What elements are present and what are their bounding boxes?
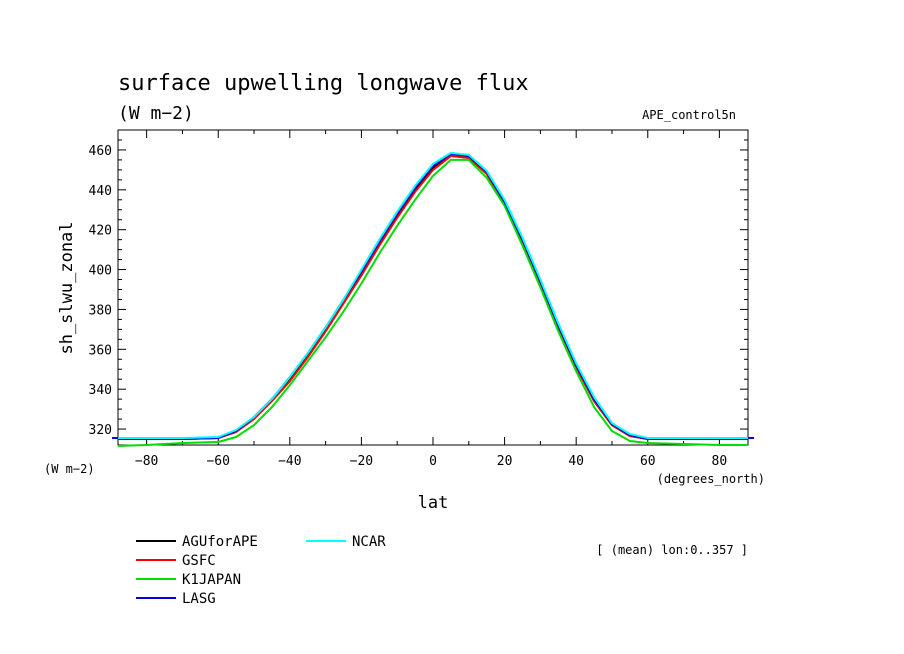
mean-annotation: [ (mean) lon:0..357 ] [596,543,748,557]
series-lines [112,151,754,447]
series-line-k1japan [117,158,748,447]
y-tick-label: 400 [89,264,112,279]
x-tick-label: −20 [350,454,373,469]
series-line-lasg [118,152,748,440]
legend-label: LASG [182,591,216,607]
legend-label: NCAR [352,534,386,550]
chart-title: surface upwelling longwave flux [118,71,529,96]
y-tick-label: 420 [89,224,112,239]
run-label: APE_control5n [642,108,736,122]
x-axis-units: (degrees_north) [657,472,765,486]
y-tick-label: 380 [89,303,112,318]
x-tick-label: −80 [135,454,158,469]
legend-label: GSFC [182,553,216,569]
x-tick-label: −40 [278,454,301,469]
y-tick-label: 440 [89,184,112,199]
x-tick-label: 40 [568,454,584,469]
legend-label: K1JAPAN [182,572,241,588]
x-tick-label: 80 [712,454,728,469]
y-tick-label: 360 [89,343,112,358]
y-tick-label: 340 [89,383,112,398]
chart-subtitle: (W m−2) [118,103,194,124]
y-axis-label: sh_slwu_zonal [57,221,77,354]
series-line-ncar [118,151,748,439]
y-tick-label: 460 [89,144,112,159]
x-tick-label: −60 [206,454,229,469]
series-line-gsfc [118,154,748,440]
x-tick-label: 60 [640,454,656,469]
y-tick-label: 320 [89,423,112,438]
x-tick-label: 0 [429,454,437,469]
axis-ticks: −80 −60 −40 −20 0 20 40 60 80 320 340 360 380 400 420 4… [89,130,748,469]
x-tick-label: 20 [497,454,513,469]
x-axis-label: lat [418,493,449,513]
legend: AGUforAPE GSFC K1JAPAN LASG NCAR [136,534,386,607]
y-axis-units: (W m−2) [44,462,95,476]
series-line-aguforape [118,154,748,440]
legend-label: AGUforAPE [182,534,258,550]
